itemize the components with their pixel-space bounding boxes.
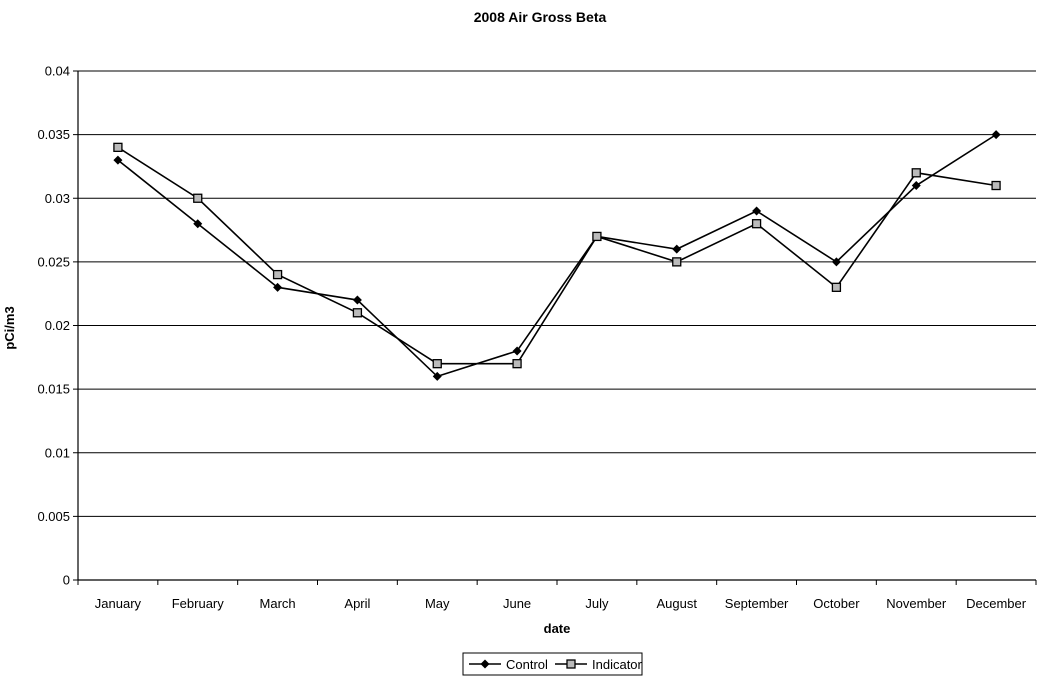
y-tick-label: 0.005 — [37, 509, 70, 524]
data-point-control — [831, 257, 841, 267]
data-point-control — [512, 346, 522, 356]
data-point-indicator — [512, 359, 522, 369]
data-point-control — [752, 206, 762, 216]
data-point-indicator — [911, 168, 921, 178]
x-tick-label: December — [966, 596, 1027, 611]
data-point-control — [432, 371, 442, 381]
legend-square-marker-icon — [566, 659, 576, 669]
legend-diamond-marker-icon — [480, 659, 490, 669]
data-point-control — [991, 130, 1001, 140]
data-point-indicator — [352, 308, 363, 318]
data-point-indicator — [592, 231, 602, 242]
legend-item-control: Control — [469, 657, 548, 672]
x-tick-label: July — [585, 596, 609, 611]
y-tick-label: 0.015 — [37, 382, 70, 397]
data-point-indicator — [113, 142, 123, 153]
x-tick-label: September — [725, 596, 789, 611]
gridlines — [78, 70, 1036, 517]
series-line-indicator — [117, 146, 997, 365]
data-point-control — [193, 219, 203, 229]
legend-item-indicator: Indicator — [555, 657, 643, 672]
data-point-indicator — [991, 180, 1001, 191]
y-tick-label: 0.03 — [45, 191, 70, 206]
data-point-control — [113, 155, 123, 165]
data-point-indicator — [432, 359, 442, 369]
x-axis-title: date — [544, 621, 571, 636]
y-tick-label: 0.035 — [37, 127, 70, 142]
data-point-indicator — [193, 193, 203, 203]
x-tick-label: January — [95, 596, 142, 611]
data-point-control — [672, 244, 682, 254]
series-group — [113, 130, 1001, 381]
x-tick-label: April — [344, 596, 370, 611]
data-point-indicator — [751, 219, 762, 229]
data-point-indicator — [831, 282, 842, 292]
data-point-indicator — [272, 269, 283, 280]
x-tick-label: March — [260, 596, 296, 611]
data-point-indicator — [672, 257, 682, 267]
y-tick-label: 0.04 — [45, 64, 70, 79]
y-tick-label: 0.025 — [37, 254, 70, 269]
x-ticks: January February March April May June July Augu… — [77, 580, 1037, 611]
data-point-control — [273, 282, 283, 292]
x-tick-label: February — [172, 596, 225, 611]
data-point-control — [911, 181, 921, 191]
y-ticks: 0 0.005 0.01 0.015 0.02 0.025 0.03 0.035 0.04 — [37, 64, 78, 588]
legend-label-control: Control — [506, 657, 548, 672]
legend-label-indicator: Indicator — [592, 657, 643, 672]
x-tick-label: May — [425, 596, 450, 611]
y-tick-label: 0.02 — [45, 318, 70, 333]
x-tick-label: June — [503, 596, 531, 611]
legend-box — [462, 652, 643, 676]
x-tick-label: October — [813, 596, 860, 611]
data-point-control — [352, 295, 362, 305]
legend: Control Indicator — [462, 652, 643, 676]
x-tick-label: August — [657, 596, 698, 611]
x-tick-label: November — [886, 596, 947, 611]
y-tick-label: 0 — [63, 573, 70, 588]
chart-title: 2008 Air Gross Beta — [474, 9, 607, 25]
series-line-control — [117, 133, 997, 378]
y-axis-title: pCi/m3 — [2, 306, 17, 349]
y-tick-label: 0.01 — [45, 445, 70, 460]
